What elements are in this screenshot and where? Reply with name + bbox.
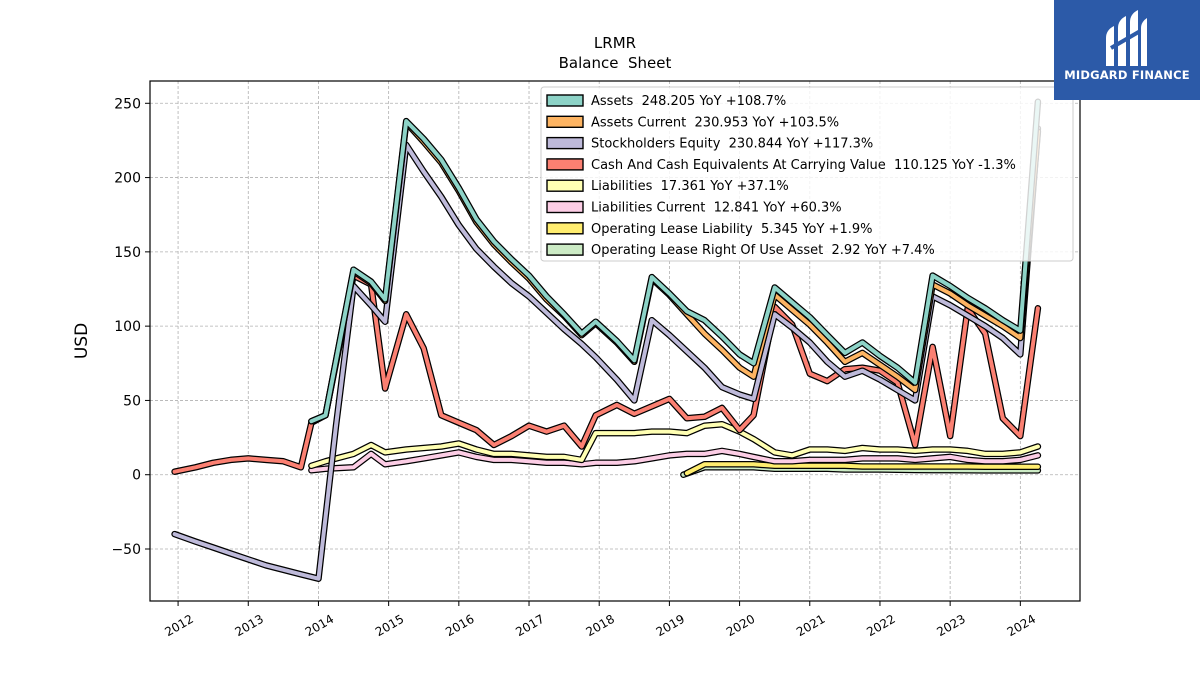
x-tick-label: 2014: [303, 612, 336, 639]
legend-entry: Stockholders Equity 230.844 YoY +117.3%: [591, 137, 873, 152]
x-tick-label: 2021: [794, 612, 827, 639]
x-tick-label: 2015: [373, 612, 406, 639]
legend-swatch: [546, 222, 584, 235]
x-tick-label: 2013: [233, 612, 266, 639]
series-line: [172, 126, 1040, 581]
y-tick-label: 100: [114, 319, 141, 335]
y-axis-label: USD: [72, 323, 92, 359]
legend-entry: Operating Lease Right Of Use Asset 2.92 …: [591, 243, 935, 258]
legend-swatch: [546, 179, 584, 192]
x-tick-label: 2019: [654, 612, 687, 639]
legend-swatch: [546, 115, 584, 129]
x-tick-label: 2023: [934, 612, 967, 639]
y-tick-label: 150: [114, 245, 141, 261]
x-tick-label: 2018: [583, 612, 616, 639]
y-tick-label: −50: [111, 542, 141, 558]
legend-swatch: [546, 158, 584, 171]
x-tick-label: 2012: [162, 612, 195, 639]
legend-entry: Cash And Cash Equivalents At Carrying Va…: [591, 158, 1016, 173]
x-tick-label: 2016: [443, 612, 476, 639]
x-tick-label: 2022: [864, 612, 897, 639]
series-line: [684, 462, 1040, 476]
chart-title: LRMR: [594, 34, 636, 52]
series-line: [309, 448, 1040, 473]
x-tick-label: 2024: [1005, 612, 1038, 639]
midgard-m-logo-icon: [1106, 10, 1147, 66]
series-liabilities: [308, 420, 1042, 470]
legend-entry: Liabilities 17.361 YoY +37.1%: [591, 179, 789, 194]
legend-box: [540, 86, 1074, 262]
brand-logo: MIDGARD FINANCE: [1054, 0, 1200, 100]
legend-entry: Liabilities Current 12.841 YoY +60.3%: [591, 201, 842, 216]
x-tick-label: 2017: [513, 612, 546, 639]
y-tick-label: 250: [114, 96, 141, 112]
brand-name: MIDGARD FINANCE: [1064, 68, 1190, 82]
y-tick-label: 0: [132, 468, 141, 484]
legend-swatch: [546, 136, 584, 150]
y-tick-label: 200: [114, 171, 141, 187]
series-stockholders-equity: [171, 125, 1042, 582]
series-liabilities-current: [308, 447, 1042, 474]
legend-swatch: [546, 200, 584, 214]
legend-entry: Assets Current 230.953 YoY +103.5%: [591, 115, 839, 130]
y-tick-label: 50: [123, 393, 141, 409]
plot-frame: [149, 80, 1081, 602]
legend-entry: Assets 248.205 YoY +108.7%: [591, 94, 786, 109]
series-line: [309, 422, 1040, 468]
x-tick-label: 2020: [724, 612, 757, 639]
chart-subtitle: Balance Sheet: [559, 54, 672, 72]
series-assets: [308, 98, 1042, 425]
series-line: [309, 99, 1040, 424]
chart-legend: Assets 248.205 YoY +108.7% Assets Current…: [540, 86, 1074, 262]
series-operating-lease-liability: [683, 461, 1042, 477]
legend-swatch: [546, 243, 584, 256]
legend-entry: Operating Lease Liability 5.345 YoY +1.9…: [591, 222, 872, 237]
legend-swatch: [546, 94, 584, 107]
